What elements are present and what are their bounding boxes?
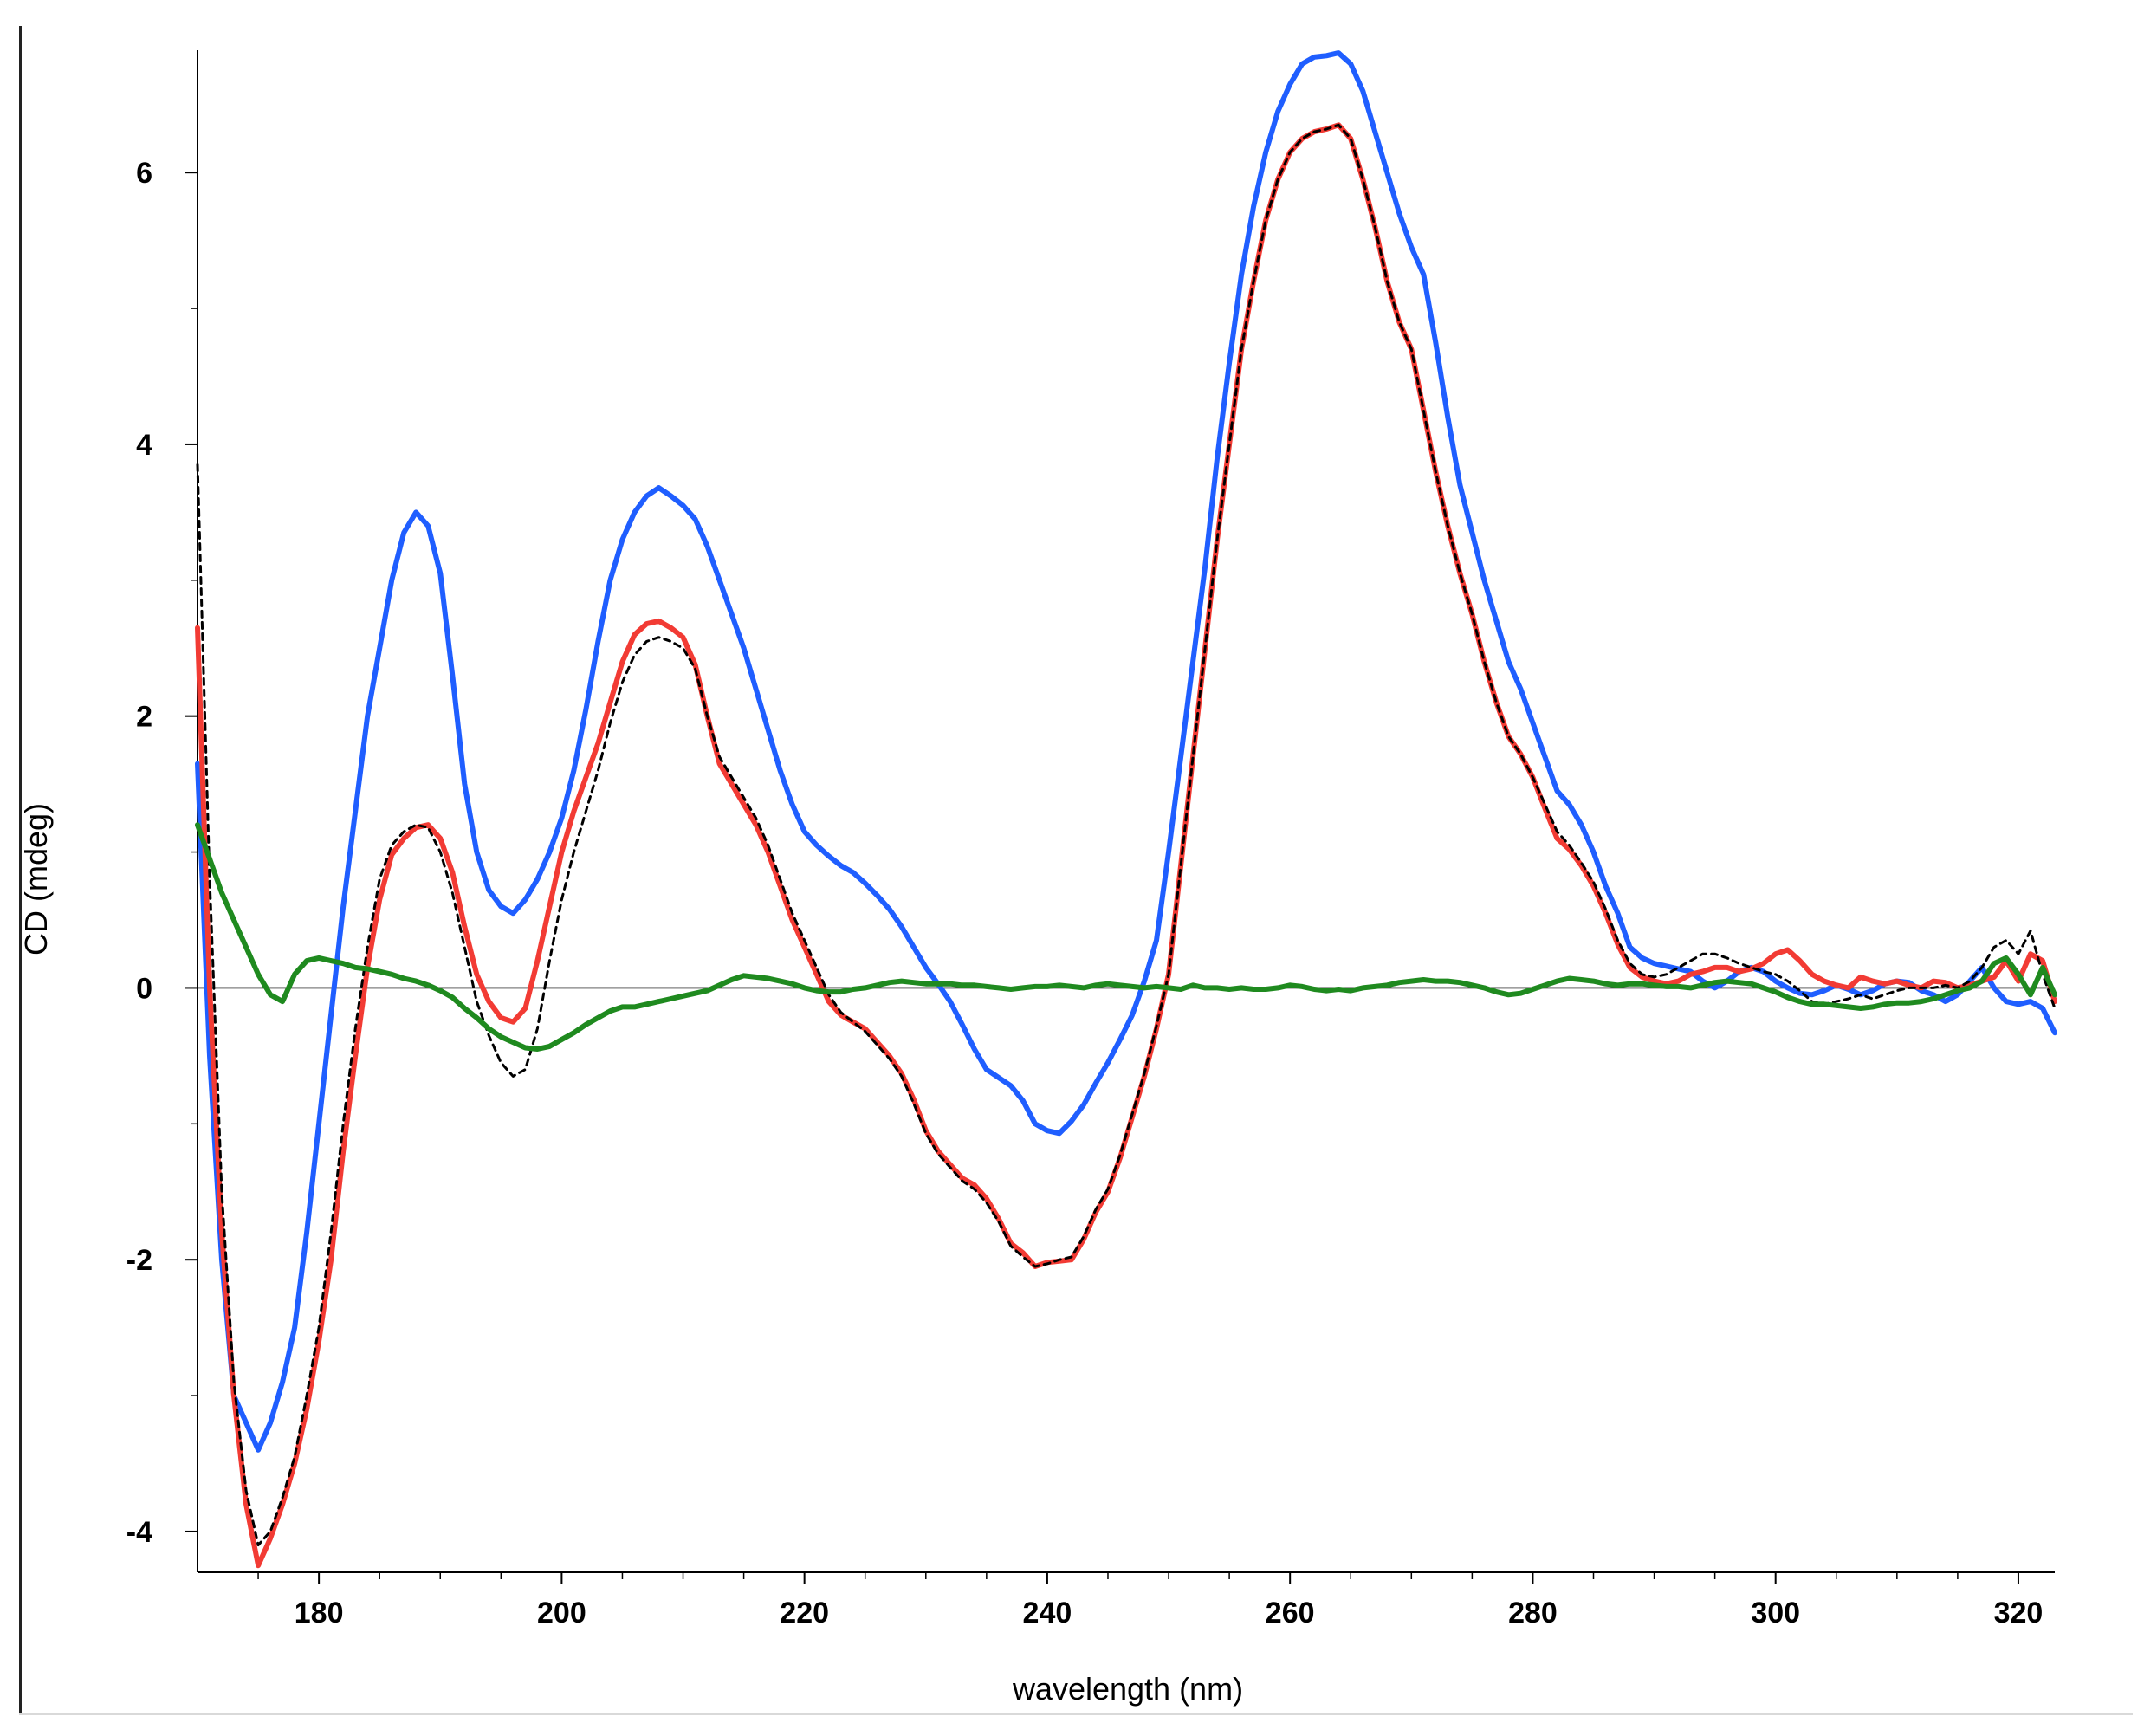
x-tick-label: 300 [1751, 1597, 1800, 1629]
x-tick-label: 180 [295, 1597, 344, 1629]
y-tick-label: -4 [126, 1516, 152, 1549]
y-tick-label: -2 [126, 1244, 152, 1277]
window-bottom-edge [19, 1713, 2133, 1715]
y-tick-label: 6 [136, 157, 152, 190]
green-series-line [195, 822, 2057, 1052]
y-tick-label: 2 [136, 701, 152, 734]
blue-series-line [195, 50, 2057, 1453]
y-tick-label: 0 [136, 972, 152, 1005]
y-tick-label: 4 [136, 429, 152, 462]
x-tick-label: 220 [780, 1597, 829, 1629]
x-tick-label: 260 [1266, 1597, 1315, 1629]
x-tick-label: 200 [537, 1597, 586, 1629]
x-tick-label: 280 [1508, 1597, 1558, 1629]
plot-area: 180 200 220 240 260 280 300 320 -4 -2 0 2 4 6 [126, 50, 2057, 1629]
y-axis-label: CD (mdeg) [18, 803, 54, 955]
x-tick-label: 320 [1994, 1597, 2044, 1629]
black-dashed-series-line [196, 123, 2057, 1547]
x-tick-label: 240 [1023, 1597, 1072, 1629]
x-axis-label: wavelength (nm) [1012, 1671, 1243, 1707]
window-left-edge [19, 26, 22, 1715]
